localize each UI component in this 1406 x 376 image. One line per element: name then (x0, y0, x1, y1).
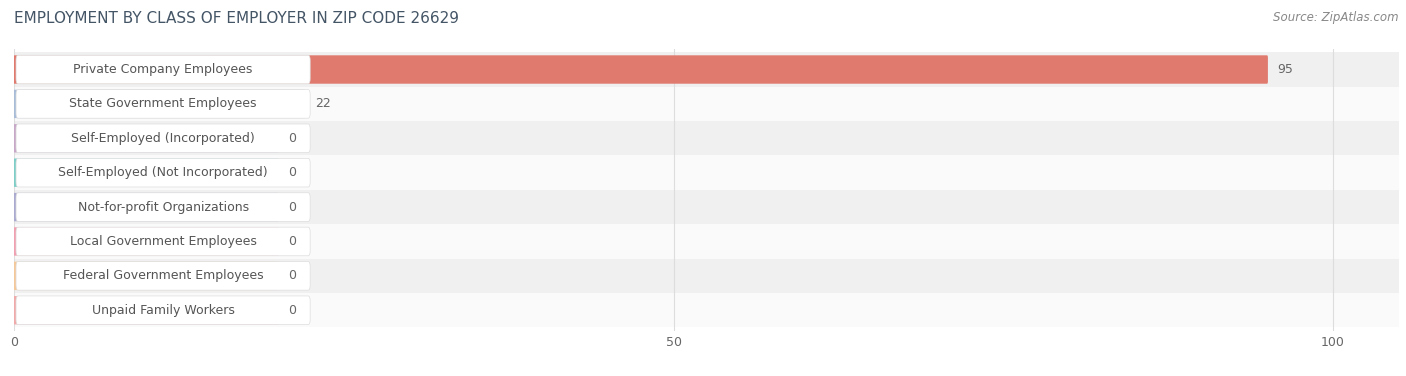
FancyBboxPatch shape (15, 227, 311, 256)
Bar (0, 190, 1406, 224)
Text: 95: 95 (1278, 63, 1294, 76)
Bar (0, 293, 1406, 327)
Text: 0: 0 (288, 304, 297, 317)
Text: Self-Employed (Not Incorporated): Self-Employed (Not Incorporated) (58, 166, 269, 179)
FancyBboxPatch shape (13, 193, 278, 221)
FancyBboxPatch shape (15, 124, 311, 153)
Text: Self-Employed (Incorporated): Self-Employed (Incorporated) (72, 132, 254, 145)
FancyBboxPatch shape (13, 262, 278, 290)
Bar (0, 259, 1406, 293)
Text: EMPLOYMENT BY CLASS OF EMPLOYER IN ZIP CODE 26629: EMPLOYMENT BY CLASS OF EMPLOYER IN ZIP C… (14, 11, 460, 26)
FancyBboxPatch shape (15, 158, 311, 187)
Bar (0, 156, 1406, 190)
Bar (0, 224, 1406, 259)
Text: 0: 0 (288, 235, 297, 248)
FancyBboxPatch shape (15, 89, 311, 118)
Text: Federal Government Employees: Federal Government Employees (63, 269, 263, 282)
Text: Private Company Employees: Private Company Employees (73, 63, 253, 76)
Text: Local Government Employees: Local Government Employees (70, 235, 256, 248)
Text: 22: 22 (315, 97, 330, 111)
Text: Not-for-profit Organizations: Not-for-profit Organizations (77, 200, 249, 214)
Text: State Government Employees: State Government Employees (69, 97, 257, 111)
Text: 0: 0 (288, 132, 297, 145)
FancyBboxPatch shape (13, 124, 278, 153)
Bar (0, 52, 1406, 87)
FancyBboxPatch shape (15, 296, 311, 324)
Text: Unpaid Family Workers: Unpaid Family Workers (91, 304, 235, 317)
FancyBboxPatch shape (15, 55, 311, 84)
Bar (0, 121, 1406, 156)
FancyBboxPatch shape (13, 296, 278, 324)
Text: Source: ZipAtlas.com: Source: ZipAtlas.com (1274, 11, 1399, 24)
FancyBboxPatch shape (13, 90, 305, 118)
FancyBboxPatch shape (15, 262, 311, 290)
FancyBboxPatch shape (13, 227, 278, 256)
Text: 0: 0 (288, 269, 297, 282)
Text: 0: 0 (288, 200, 297, 214)
FancyBboxPatch shape (15, 193, 311, 221)
Bar (0, 87, 1406, 121)
Text: 0: 0 (288, 166, 297, 179)
FancyBboxPatch shape (13, 55, 1268, 84)
FancyBboxPatch shape (13, 158, 278, 187)
